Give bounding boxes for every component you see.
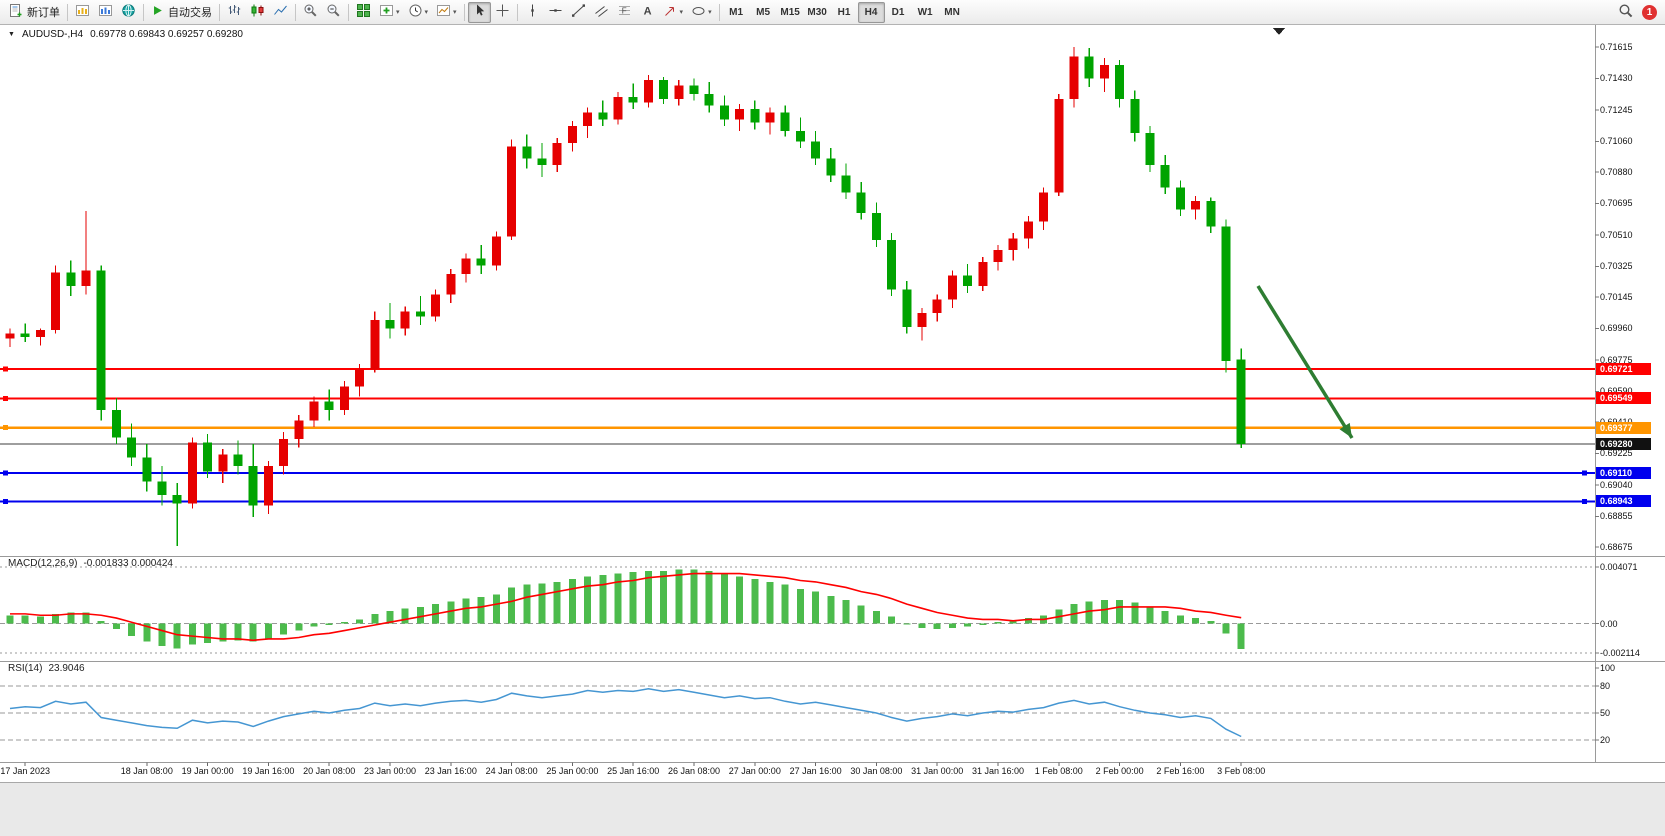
shapes-button[interactable]: ▾ — [687, 2, 716, 23]
toolbar-separator — [463, 3, 465, 21]
new-order-label: 新订单 — [27, 7, 60, 19]
terminal-strip — [0, 782, 1665, 836]
indicators-icon — [379, 3, 394, 21]
line-chart-button[interactable] — [269, 2, 292, 23]
timeframe-button-h1[interactable]: H1 — [831, 2, 858, 23]
tile-windows-icon — [356, 3, 371, 21]
fibonacci-button[interactable]: F — [613, 2, 636, 23]
periods-button[interactable]: ▾ — [404, 2, 433, 23]
timeframe-toolbar: M1 M5 M15 M30 H1 H4 D1 W1 MN — [723, 1, 966, 23]
new-order-icon — [8, 3, 23, 21]
new-chart-icon — [75, 3, 90, 21]
play-icon — [151, 4, 164, 20]
globe-icon — [121, 3, 136, 21]
notification-badge: 1 — [1642, 4, 1657, 20]
time-axis[interactable] — [0, 762, 1595, 782]
notifications-button[interactable]: 1 — [1638, 2, 1661, 23]
new-chart-button[interactable] — [71, 2, 94, 23]
market-watch-icon — [98, 3, 113, 21]
crosshair-button[interactable] — [491, 2, 514, 23]
candlestick-icon — [250, 3, 265, 21]
cursor-button[interactable] — [467, 1, 491, 23]
search-icon — [1618, 3, 1634, 22]
candlestick-button[interactable] — [246, 2, 269, 23]
toolbar-separator — [143, 3, 144, 21]
toolbar-separator — [295, 3, 296, 21]
price-axis[interactable] — [1595, 26, 1665, 762]
new-order-button[interactable]: 新订单 — [4, 2, 64, 23]
toolbar-separator — [348, 3, 349, 21]
cursor-icon — [472, 3, 487, 21]
zoom-out-button[interactable] — [322, 2, 345, 23]
zoom-out-icon — [326, 3, 341, 21]
auto-trading-button[interactable]: 自动交易 — [147, 2, 216, 23]
toolbar-separator — [516, 3, 518, 21]
trendline-icon — [571, 3, 586, 21]
search-button[interactable] — [1614, 2, 1638, 23]
auto-trading-label: 自动交易 — [168, 7, 212, 19]
chevron-down-icon: ▾ — [708, 9, 712, 16]
timeframe-button-h4[interactable]: H4 — [857, 1, 885, 23]
zoom-in-button[interactable] — [299, 2, 322, 23]
indicators-button[interactable]: ▾ — [375, 2, 404, 23]
arrow-object-icon — [663, 3, 678, 21]
arrows-button[interactable]: ▾ — [659, 2, 688, 23]
data-window-button[interactable] — [117, 2, 140, 23]
horizontal-line-button[interactable] — [544, 2, 567, 23]
chevron-down-icon: ▾ — [424, 9, 429, 16]
text-icon: A — [640, 3, 655, 21]
timeframe-button-m30[interactable]: M30 — [804, 2, 831, 23]
chevron-down-icon: ▾ — [396, 9, 400, 16]
timeframe-button-m1[interactable]: M1 — [723, 2, 750, 23]
fibonacci-icon: F — [617, 3, 632, 21]
timeframe-button-m5[interactable]: M5 — [750, 2, 777, 23]
text-button[interactable]: A — [636, 2, 659, 23]
shapes-icon — [691, 3, 706, 21]
toolbar-separator — [219, 3, 220, 21]
trendline-button[interactable] — [567, 2, 590, 23]
svg-text:F: F — [621, 7, 626, 16]
market-watch-button[interactable] — [94, 2, 117, 23]
line-chart-icon — [273, 3, 288, 21]
svg-text:A: A — [643, 6, 651, 18]
main-chart-pane[interactable] — [0, 26, 1595, 556]
channel-button[interactable] — [590, 2, 613, 23]
bar-chart-button[interactable] — [223, 2, 246, 23]
template-icon — [436, 3, 451, 21]
templates-button[interactable]: ▾ — [432, 2, 461, 23]
vertical-line-icon — [525, 3, 540, 21]
ohlc-bars-icon — [227, 3, 242, 21]
chevron-down-icon: ▾ — [679, 9, 684, 16]
tile-windows-button[interactable] — [352, 2, 375, 23]
timeframe-button-mn[interactable]: MN — [939, 2, 966, 23]
rsi-pane[interactable] — [0, 662, 1595, 762]
zoom-in-icon — [303, 3, 318, 21]
toolbar: 新订单 自动交易 — [0, 0, 1665, 25]
timeframe-button-d1[interactable]: D1 — [885, 2, 912, 23]
chevron-down-icon: ▾ — [453, 9, 457, 16]
crosshair-icon — [495, 3, 510, 21]
channel-icon — [594, 3, 609, 21]
vertical-line-button[interactable] — [521, 2, 544, 23]
toolbar-separator — [718, 3, 720, 21]
timeframe-button-m15[interactable]: M15 — [777, 2, 804, 23]
horizontal-line-icon — [548, 3, 563, 21]
macd-pane[interactable] — [0, 557, 1595, 661]
timeframe-button-w1[interactable]: W1 — [912, 2, 939, 23]
clock-icon — [408, 3, 423, 21]
toolbar-separator — [67, 3, 68, 21]
